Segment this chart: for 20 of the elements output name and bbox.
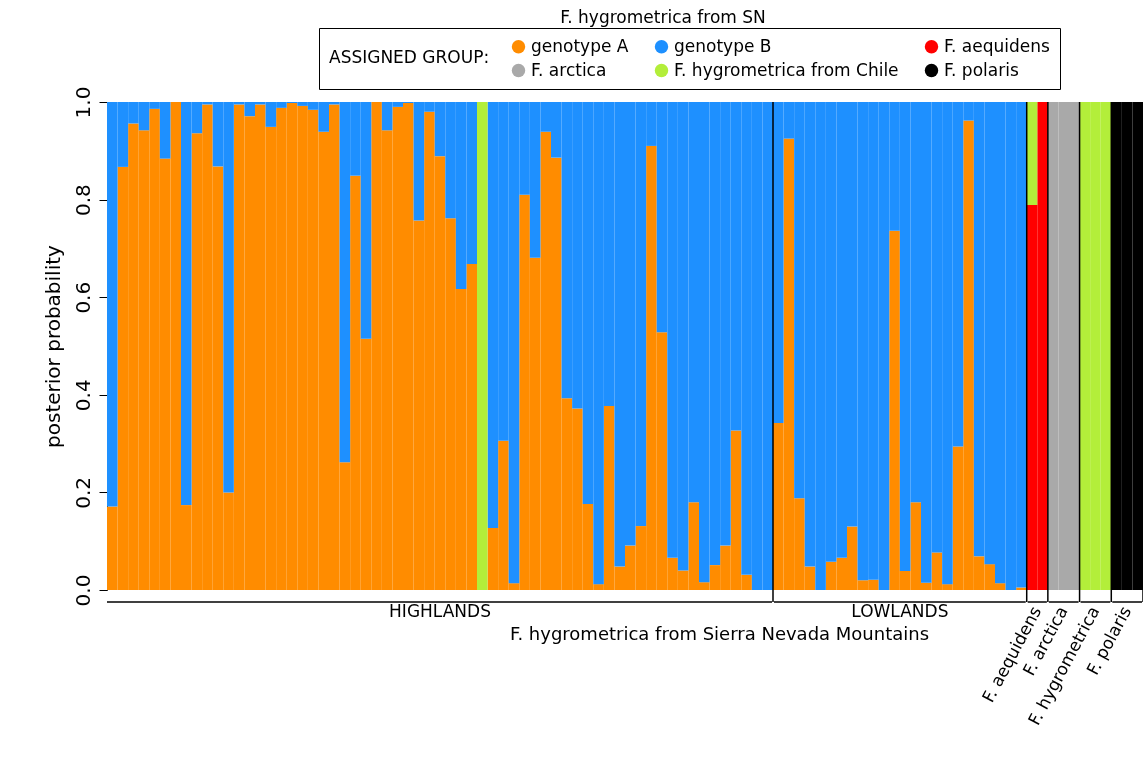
- legend-label: F. aequidens: [944, 35, 1051, 56]
- text: F. hygrometrica from SN: [560, 7, 766, 27]
- bar: [1026, 102, 1038, 205]
- legend-label: genotype B: [674, 35, 772, 56]
- x-axis-title: F. hygrometrica from Sierra Nevada Mountains: [509, 622, 930, 644]
- legend-label: F. arctica: [531, 59, 607, 80]
- text: LOWLANDS: [851, 600, 949, 621]
- y-tick-label: 1.0: [70, 86, 95, 119]
- y-axis-title: posterior probability: [40, 244, 65, 448]
- y-tick-label: 0.4: [70, 379, 95, 412]
- y-tick-label: 0.8: [70, 184, 95, 217]
- text: HIGHLANDS: [389, 600, 491, 621]
- legend-label: genotype A: [531, 35, 629, 56]
- legend-label: F. hygrometrica from Chile: [674, 59, 899, 80]
- bar: [477, 102, 488, 590]
- y-tick-label: 0.6: [70, 281, 95, 314]
- y-tick-label: 0.0: [70, 574, 95, 607]
- legend-title: ASSIGNED GROUP:: [329, 47, 490, 67]
- legend-label: F. polaris: [944, 59, 1019, 80]
- y-tick-label: 0.2: [70, 476, 95, 509]
